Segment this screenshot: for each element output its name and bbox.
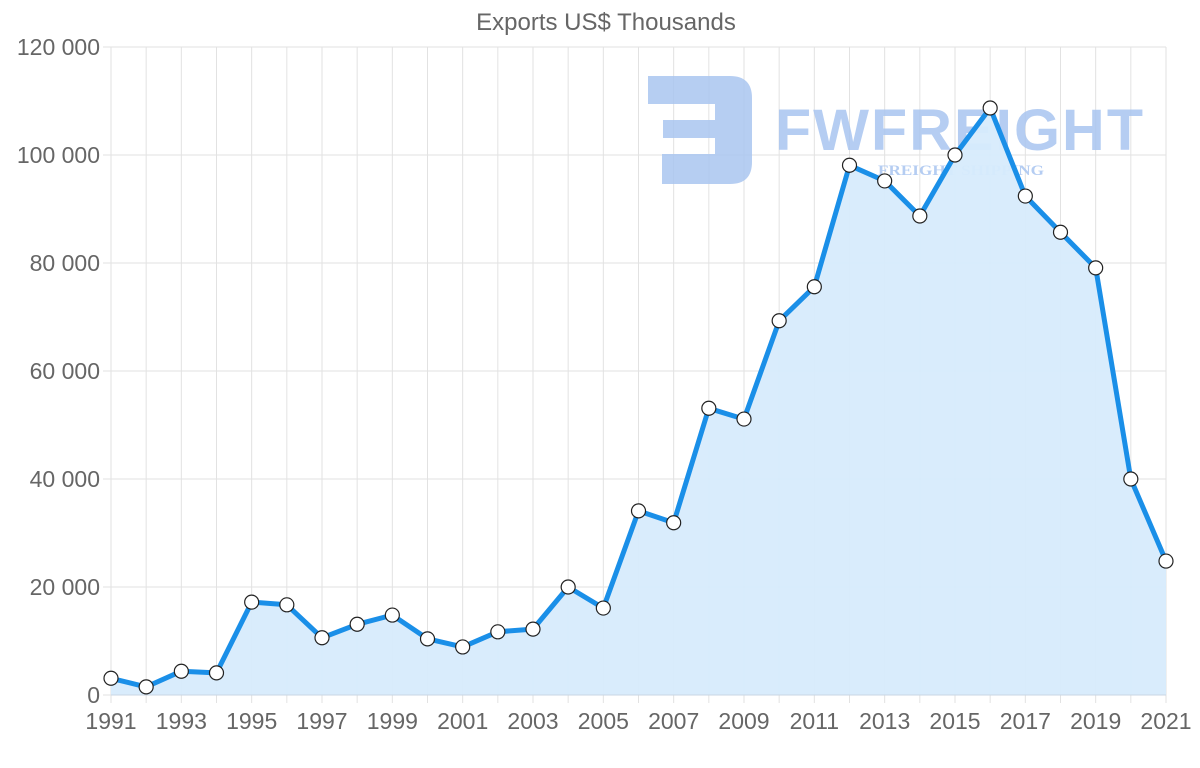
x-tick-label: 2021 [1140, 708, 1191, 734]
data-point-marker[interactable]: 2005: 16100 [595, 600, 611, 616]
area-fill [111, 108, 1166, 696]
data-point-marker[interactable]: 1993: 4400 [173, 663, 189, 679]
x-tick-label: 1999 [367, 708, 418, 734]
y-tick-label: 60 000 [30, 358, 100, 384]
chart-title: Exports US$ Thousands [476, 9, 736, 36]
data-point-marker[interactable]: 2014: 88700 [912, 208, 928, 224]
x-tick-label: 2015 [929, 708, 980, 734]
x-tick-label: 2019 [1070, 708, 1121, 734]
data-point-marker[interactable]: 2008: 53100 [701, 400, 717, 416]
x-tick-label: 1991 [85, 708, 136, 734]
data-point-marker[interactable]: 2012: 98100 [841, 157, 858, 173]
y-tick-label: 20 000 [30, 574, 100, 600]
data-point-marker[interactable]: 1992: 1500 [138, 679, 154, 695]
x-tick-label: 1993 [156, 708, 207, 734]
data-point-marker[interactable]: 2013: 95200 [877, 173, 893, 189]
x-tick-label: 1997 [296, 708, 347, 734]
data-point-marker[interactable]: 1998: 13100 [349, 616, 365, 632]
y-tick-label: 100 000 [17, 142, 100, 168]
x-tick-label: 1995 [226, 708, 277, 734]
x-tick-label: 2013 [859, 708, 910, 734]
x-tick-label: 2003 [507, 708, 558, 734]
data-point-marker[interactable]: 2003: 12200 [525, 621, 541, 637]
data-point-marker[interactable]: 2011: 75600 [806, 279, 822, 295]
x-tick-label: 2007 [648, 708, 699, 734]
data-point-marker[interactable]: 1995: 17200 [244, 594, 260, 610]
y-tick-label: 120 000 [17, 34, 100, 60]
y-tick-label: 40 000 [30, 466, 100, 492]
data-points: 1991: 3100 1992: 1500 1993: 4400 1994: 4100… [103, 100, 1174, 695]
x-axis-labels: 1991 1993 1995 1997 1999 2001 2003 2005 2007 2009… [85, 708, 1191, 734]
data-point-marker[interactable]: 2016: 108700 [982, 100, 998, 116]
fwfreight-logo-icon [648, 76, 752, 184]
data-point-marker[interactable]: 1996: 16700 [279, 597, 295, 613]
fwfreight-watermark: FWFREIGHT FREIGHT SHIPPING [648, 76, 1143, 184]
data-point-marker[interactable]: 2017: 92400 [1017, 188, 1033, 204]
data-point-marker[interactable]: 2019: 79100 [1088, 260, 1104, 276]
y-tick-label: 80 000 [30, 250, 100, 276]
data-point-marker[interactable]: 2002: 11700 [490, 624, 506, 640]
x-tick-label: 2011 [790, 708, 839, 734]
x-tick-label: 2017 [1000, 708, 1051, 734]
data-point-marker[interactable]: 1994: 4100 [208, 665, 225, 681]
data-point-marker[interactable]: 2021: 24800 [1158, 553, 1174, 569]
data-point-marker[interactable]: 2001: 8900 [455, 639, 471, 655]
data-point-marker[interactable]: 2009: 51100 [736, 411, 752, 427]
data-point-marker[interactable]: 2007: 31900 [666, 515, 682, 531]
data-point-marker[interactable]: 2018: 85700 [1052, 224, 1069, 240]
x-tick-label: 2005 [578, 708, 629, 734]
data-point-marker[interactable]: 2006: 34100 [630, 503, 647, 519]
y-tick-label: 0 [87, 682, 100, 708]
x-tick-label: 2001 [437, 708, 488, 734]
data-point-marker[interactable]: 2010: 69300 [771, 313, 787, 329]
data-point-marker[interactable]: 1991: 3100 [103, 670, 119, 686]
area-fill-path [111, 108, 1166, 695]
y-axis-labels: 0 20 000 40 000 60 000 80 000 100 000 120 000 [17, 34, 100, 708]
data-point-marker[interactable]: 1999: 14800 [384, 607, 400, 623]
x-tick-label: 2009 [718, 708, 769, 734]
data-point-marker[interactable]: 1997: 10600 [314, 630, 330, 646]
